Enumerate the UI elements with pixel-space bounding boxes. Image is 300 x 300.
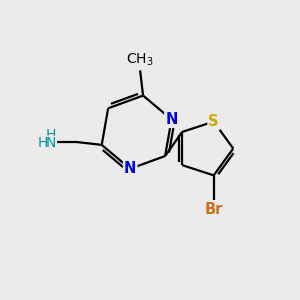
Text: N: N [165, 112, 178, 127]
Text: H: H [46, 128, 56, 142]
Text: N: N [46, 136, 56, 150]
Text: H: H [38, 136, 48, 150]
Text: Br: Br [205, 202, 223, 217]
Text: CH$_3$: CH$_3$ [126, 52, 154, 68]
Text: S: S [208, 114, 219, 129]
Text: N: N [124, 161, 136, 176]
